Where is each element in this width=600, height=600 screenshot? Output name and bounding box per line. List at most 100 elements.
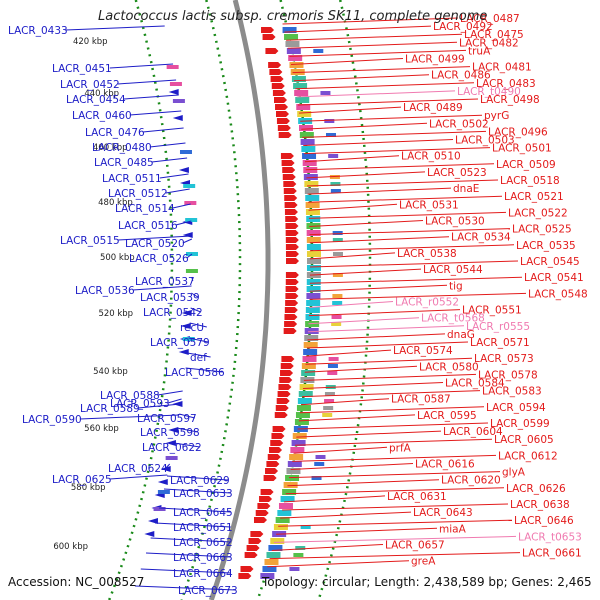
cog-category-box (283, 482, 298, 488)
gene-label-right: LACR_0631 (387, 491, 447, 503)
leader-line-right (292, 454, 497, 462)
leader-line-left (140, 568, 231, 574)
forward-gene-arrow (282, 174, 296, 180)
leader-line-right (299, 406, 485, 414)
leader-line-right (267, 560, 410, 568)
leader-line-left (159, 173, 189, 179)
leader-line-left (167, 398, 182, 404)
gene-label-right: LACR_0657 (385, 540, 445, 552)
leader-line-left (165, 463, 171, 469)
cog-category-box (296, 405, 311, 411)
cog-category-box (282, 489, 297, 495)
gene-label-left: LACR_0520 (125, 238, 185, 250)
leader-line-left (132, 285, 192, 291)
gene-label-right: dnaG (447, 329, 475, 341)
cog-category-box (300, 525, 311, 529)
leader-line-left (185, 367, 223, 373)
forward-gene-arrow (278, 384, 292, 390)
leader-line-right (274, 535, 517, 543)
reverse-gene-arrow (157, 479, 168, 485)
forward-gene-arrow (282, 167, 296, 173)
forward-gene-arrow (269, 447, 283, 453)
cog-category-box (183, 184, 196, 188)
forward-gene-arrow (259, 496, 273, 502)
cog-category-box (304, 188, 319, 194)
reverse-gene-arrow (178, 167, 189, 173)
cog-category-box (332, 294, 343, 298)
kbp-tick-label: 580 kbp (71, 483, 106, 493)
kbp-tick-label: 460 kbp (93, 143, 128, 153)
topology-text: Topology: circular; Length: 2,438,589 bp… (261, 575, 592, 589)
cog-category-box (285, 41, 300, 47)
gene-label-right: LACR_0525 (512, 224, 572, 236)
cog-category-box (293, 553, 304, 557)
cog-category-box (299, 132, 314, 138)
cog-category-box (286, 48, 301, 54)
forward-gene-arrow (268, 62, 282, 68)
gene-label-left: LACR_0586 (165, 367, 225, 379)
leader-line-right (306, 349, 392, 357)
leader-line-right (302, 130, 487, 138)
forward-gene-arrow (261, 27, 275, 33)
cog-category-box (314, 462, 325, 466)
gene-label-right: LACR_0523 (427, 167, 487, 179)
cog-category-box (299, 384, 314, 390)
cog-category-box (323, 406, 334, 410)
gene-label-right: glyA (502, 467, 526, 479)
cog-category-box (291, 440, 306, 446)
gene-label-right: LACR_0492 (433, 21, 493, 33)
forward-gene-arrow (250, 531, 264, 537)
leader-line-left (189, 322, 207, 328)
cog-category-box (280, 496, 295, 502)
leader-line-left (157, 390, 183, 396)
cog-category-box (275, 517, 290, 523)
reverse-gene-arrow (181, 310, 192, 316)
leader-line-right (296, 430, 442, 438)
cog-category-box (165, 456, 178, 460)
gene-label-left: LACR_0593 (110, 398, 170, 410)
leader-line-right (286, 33, 463, 41)
leader-line-right (304, 155, 400, 163)
leader-line-right (302, 390, 481, 398)
kbp-tick-label: 540 kbp (93, 367, 128, 377)
leader-line-right (309, 301, 394, 308)
cog-category-box (292, 433, 307, 439)
gene-label-right: LACR_0594 (486, 402, 546, 414)
gene-label-left: LACR_0598 (140, 427, 200, 439)
leader-line-right (307, 187, 452, 195)
left-gene-labels: LACR_0433 LACR_0451 LACR_0452 LACR_0454 LACR… (8, 25, 238, 597)
cog-category-box (330, 189, 341, 193)
gene-label-left: LACR_0512 (108, 188, 168, 200)
cog-category-box (332, 273, 343, 277)
cog-category-box (289, 62, 304, 68)
leader-line-left (175, 220, 192, 226)
gene-label-right: LACR_0503 (455, 135, 515, 147)
kbp-ticks: 420 kbp 440 kbp 460 kbp 480 kbp 500 kbp 520 k… (53, 37, 134, 552)
cog-category-box (287, 461, 302, 467)
leader-line-right (309, 220, 424, 227)
leader-line-right (303, 139, 454, 146)
leader-line-left (167, 475, 228, 481)
gene-label-right: LACR_t0568 (421, 313, 485, 325)
leader-line-right (303, 373, 477, 381)
cog-category-box (277, 510, 292, 516)
cog-category-box (166, 65, 179, 69)
gene-label-left: LACR_0542 (143, 307, 203, 319)
leader-line-left (123, 94, 179, 100)
cog-category-box (298, 391, 313, 397)
leader-line-right (297, 98, 479, 106)
forward-gene-arrow (270, 76, 284, 82)
gene-label-left: LACR_0485 (94, 157, 154, 169)
cog-category-box (324, 392, 335, 396)
gene-label-right: LACR_0616 (415, 459, 475, 471)
forward-gene-arrow (260, 489, 274, 495)
kbp-tick-label: 440 kbp (84, 89, 119, 99)
forward-gene-arrow (277, 125, 291, 131)
cog-category-box (266, 552, 281, 558)
forward-gene-arrow (285, 293, 299, 299)
gene-label-right: LACR_0580 (419, 361, 479, 373)
cog-category-box (289, 567, 300, 571)
cog-category-box (306, 293, 321, 299)
leader-line-right (308, 203, 398, 211)
gene-label-left: LACR_0624 (108, 463, 168, 475)
